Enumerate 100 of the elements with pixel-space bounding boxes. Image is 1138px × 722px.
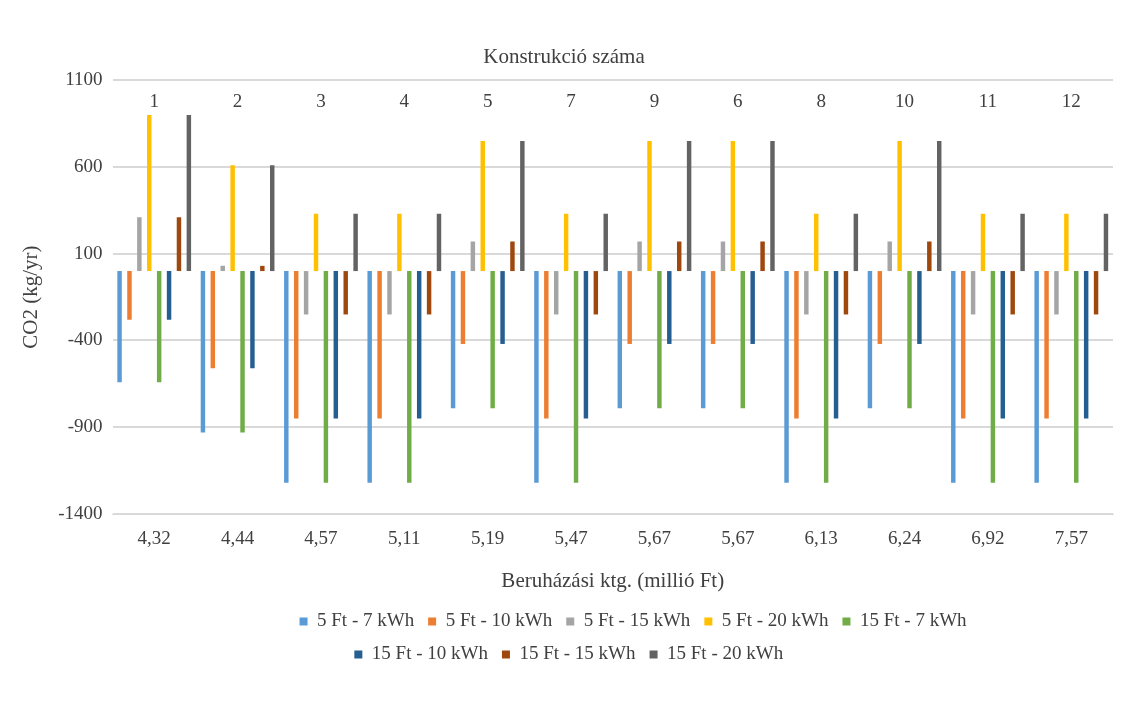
- bar: [230, 165, 235, 272]
- bar: [760, 241, 765, 272]
- bar: [137, 217, 142, 272]
- bar: [686, 140, 692, 272]
- legend-label: 5 Ft - 7 kWh: [317, 609, 415, 631]
- bar: [823, 271, 829, 483]
- bar: [156, 271, 162, 383]
- x-tick-label: 5,67: [637, 527, 672, 549]
- bar: [367, 271, 372, 483]
- bar: [293, 271, 299, 419]
- bar: [343, 271, 348, 315]
- bar: [647, 140, 652, 272]
- x-tick-label: 5,47: [554, 527, 588, 549]
- bar: [927, 241, 932, 272]
- bar: [520, 140, 525, 272]
- bar: [770, 140, 775, 272]
- chart-title: Konstrukció száma: [483, 44, 646, 69]
- bar: [1064, 213, 1069, 272]
- bar: [740, 271, 745, 409]
- bar: [1044, 271, 1049, 419]
- bar: [186, 114, 192, 272]
- annotation: 4: [399, 90, 410, 112]
- legend-label: 15 Ft - 7 kWh: [859, 609, 968, 631]
- bar: [500, 271, 505, 344]
- bar: [147, 114, 152, 272]
- x-tick-label: 5,19: [471, 527, 505, 549]
- bar: [333, 271, 339, 419]
- bar: [637, 241, 642, 272]
- annotation: 2: [232, 90, 243, 112]
- bar: [127, 271, 132, 320]
- y-axis-title: CO2 (kg/yr): [18, 245, 43, 349]
- bar: [1074, 271, 1079, 483]
- bar: [877, 271, 883, 344]
- annotation: 12: [1061, 90, 1081, 112]
- bar: [1034, 271, 1039, 483]
- bar: [460, 271, 466, 344]
- bar: [323, 271, 329, 483]
- x-tick-label: 4,57: [304, 527, 338, 549]
- bar: [867, 271, 873, 409]
- bar: [700, 271, 706, 409]
- y-tick-label: 600: [74, 154, 103, 176]
- bar: [897, 140, 902, 272]
- annotation: 9: [649, 90, 660, 112]
- bar: [377, 271, 382, 419]
- legend-label: 15 Ft - 10 kWh: [371, 642, 489, 664]
- x-axis-title: Beruházási ktg. (millió Ft): [501, 567, 725, 592]
- annotation: 6: [733, 90, 743, 112]
- bar: [1083, 271, 1089, 419]
- y-tick-label: -1400: [58, 501, 103, 523]
- legend-label: 5 Ft - 10 kWh: [445, 609, 553, 631]
- y-tick-label: -900: [67, 415, 103, 437]
- bar: [270, 165, 275, 272]
- legend-label: 5 Ft - 20 kWh: [721, 609, 829, 631]
- legend-label: 5 Ft - 15 kWh: [583, 609, 691, 631]
- legend-label: 15 Ft - 15 kWh: [519, 642, 637, 664]
- bar: [917, 271, 922, 344]
- bar: [710, 271, 716, 344]
- bar: [1010, 271, 1015, 315]
- bar: [750, 271, 755, 344]
- bar: [510, 241, 515, 272]
- bar: [284, 271, 289, 483]
- annotation: 8: [816, 90, 826, 112]
- bar: [990, 271, 996, 483]
- bar: [1020, 213, 1025, 272]
- bar: [794, 271, 799, 419]
- bar: [1054, 271, 1059, 315]
- x-tick-label: 5,67: [721, 527, 755, 549]
- x-tick-label: 6,24: [887, 527, 922, 549]
- bar: [804, 271, 809, 315]
- x-tick-label: 6,13: [804, 527, 838, 549]
- bar: [490, 271, 495, 409]
- bar: [833, 271, 839, 419]
- bar: [416, 271, 422, 419]
- bar: [573, 271, 579, 483]
- bar: [407, 271, 412, 483]
- bar: [117, 271, 122, 383]
- x-tick-label: 6,92: [971, 527, 1005, 549]
- bar: [240, 271, 245, 433]
- bar: [480, 140, 485, 272]
- x-tick-label: 4,44: [220, 527, 255, 549]
- bar: [166, 271, 172, 320]
- y-tick-label: 1100: [65, 68, 103, 90]
- annotation: 1: [149, 90, 159, 112]
- bar: [176, 217, 182, 272]
- bar: [450, 271, 456, 409]
- bar: [544, 271, 549, 419]
- bar: [627, 271, 632, 344]
- x-tick-label: 4,32: [137, 527, 171, 549]
- x-tick-label: 7,57: [1054, 527, 1088, 549]
- bar: [210, 271, 216, 369]
- annotation: 7: [566, 90, 576, 112]
- legend-label: 15 Ft - 20 kWh: [667, 642, 784, 664]
- annotation: 11: [978, 90, 998, 112]
- y-tick-label: 100: [74, 241, 103, 263]
- annotation: 5: [482, 90, 493, 112]
- bar: [583, 271, 589, 419]
- bar: [617, 271, 623, 409]
- bar: [951, 271, 956, 483]
- bar: [353, 213, 358, 272]
- bar: [784, 271, 789, 483]
